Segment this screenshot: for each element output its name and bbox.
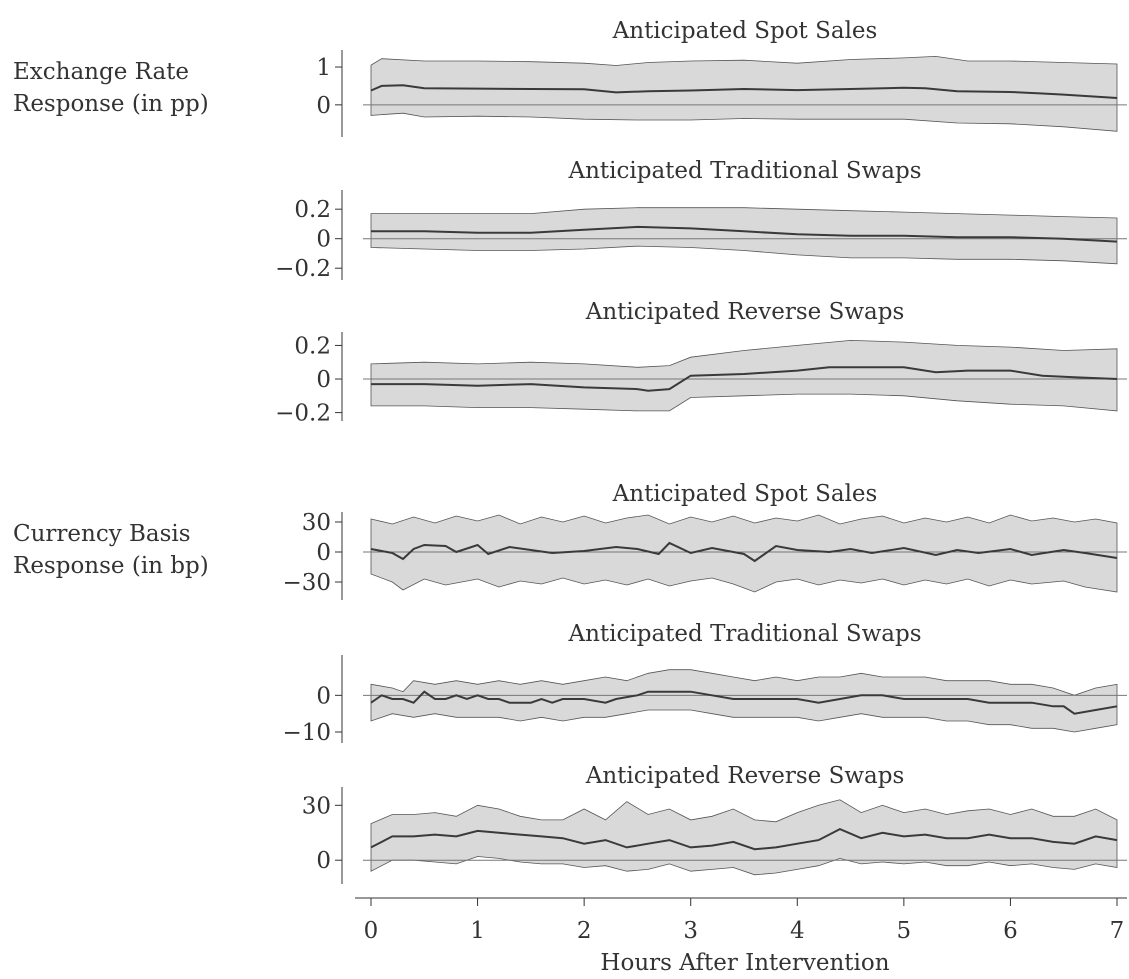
x-axis-label: Hours After Intervention xyxy=(600,950,889,976)
group-label-line-2: Response (in bp) xyxy=(13,553,209,579)
group-label-line-1: Exchange Rate xyxy=(13,59,190,85)
panel-title: Anticipated Reverse Swaps xyxy=(585,299,905,325)
y-tick-label: −10 xyxy=(282,720,331,746)
x-tick-label: 3 xyxy=(683,918,698,944)
y-tick-label: 30 xyxy=(302,510,331,536)
y-tick-label: −0.2 xyxy=(275,256,331,282)
confidence-band xyxy=(370,339,1118,412)
x-tick-label: 7 xyxy=(1110,918,1125,944)
panel-title: Anticipated Traditional Swaps xyxy=(567,158,921,184)
panel-title: Anticipated Traditional Swaps xyxy=(567,621,921,647)
confidence-band xyxy=(370,669,1118,733)
group-label-exchange-rate: Exchange Rate Response (in pp) xyxy=(13,56,209,120)
estimate-line xyxy=(371,366,1118,392)
group-label-line-1: Currency Basis xyxy=(13,521,191,547)
y-tick-label: 0 xyxy=(316,848,331,874)
panel-title: Anticipated Spot Sales xyxy=(612,481,878,507)
confidence-band xyxy=(370,55,1118,132)
y-tick-label: 1 xyxy=(316,55,331,81)
y-tick-label: 0 xyxy=(316,540,331,566)
x-tick-label: 1 xyxy=(470,918,485,944)
y-tick-label: 0 xyxy=(316,367,331,393)
y-tick-label: 0.2 xyxy=(294,333,331,359)
group-label-currency-basis: Currency Basis Response (in bp) xyxy=(13,518,209,582)
y-tick-label: 0 xyxy=(316,683,331,709)
x-tick-label: 5 xyxy=(897,918,912,944)
y-tick-label: −30 xyxy=(282,570,331,596)
y-tick-label: 0 xyxy=(316,93,331,119)
estimate-line xyxy=(370,827,1118,851)
panel-title: Anticipated Spot Sales xyxy=(612,18,878,44)
x-tick-label: 4 xyxy=(790,918,805,944)
panel-title: Anticipated Reverse Swaps xyxy=(585,763,905,789)
y-tick-label: 0 xyxy=(316,227,331,253)
confidence-band xyxy=(370,207,1118,265)
x-tick-label: 0 xyxy=(364,918,379,944)
estimate-line xyxy=(370,541,1118,563)
estimate-line xyxy=(370,690,1118,715)
group-label-line-2: Response (in pp) xyxy=(13,91,209,117)
confidence-band xyxy=(370,799,1118,876)
y-tick-label: 30 xyxy=(302,793,331,819)
y-tick-label: 0.2 xyxy=(294,197,331,223)
estimate-line xyxy=(370,84,1118,99)
x-tick-label: 2 xyxy=(577,918,592,944)
estimate-line xyxy=(371,225,1118,243)
y-tick-label: −0.2 xyxy=(275,401,331,427)
x-tick-label: 6 xyxy=(1003,918,1018,944)
